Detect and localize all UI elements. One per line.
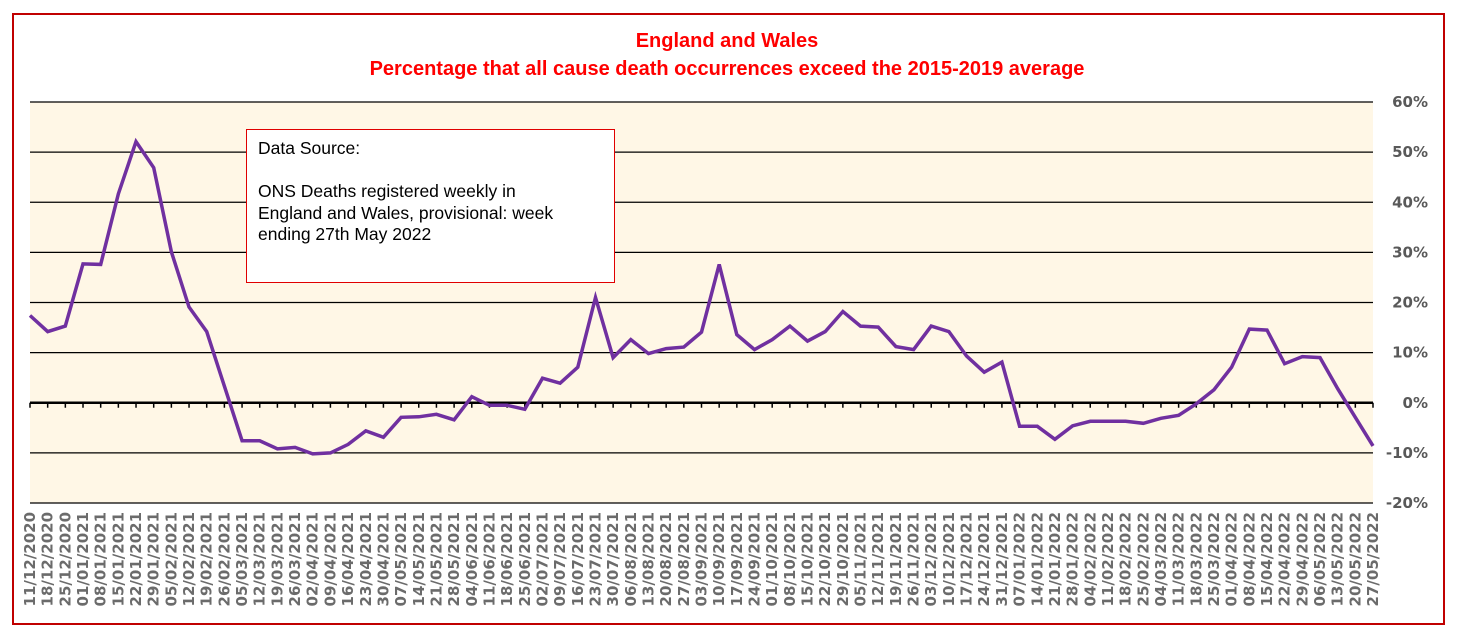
x-tick-label: 13/05/2022 bbox=[1329, 512, 1347, 606]
x-tick-label: 25/02/2022 bbox=[1134, 512, 1152, 606]
x-tick-label: 01/04/2022 bbox=[1223, 512, 1241, 606]
x-tick-label: 10/12/2021 bbox=[940, 512, 958, 606]
x-tick-label: 25/03/2022 bbox=[1205, 512, 1223, 606]
x-tick-label: 11/03/2022 bbox=[1170, 512, 1188, 606]
series-group bbox=[28, 137, 1375, 456]
x-tick-label: 13/08/2021 bbox=[639, 512, 657, 606]
y-tick-label: 10% bbox=[1392, 344, 1428, 362]
x-tick-label: 02/04/2021 bbox=[304, 512, 322, 606]
x-tick-label: 04/03/2022 bbox=[1152, 512, 1170, 606]
y-tick-label: 30% bbox=[1392, 243, 1428, 261]
x-tick-label: 04/06/2021 bbox=[463, 512, 481, 606]
x-tick-label: 07/05/2021 bbox=[392, 512, 410, 606]
x-tick-label: 15/04/2022 bbox=[1258, 512, 1276, 606]
x-tick-label: 11/12/2020 bbox=[21, 512, 39, 606]
x-tick-label: 01/10/2021 bbox=[763, 512, 781, 606]
x-tick-label: 10/09/2021 bbox=[710, 512, 728, 606]
x-tick-label: 25/06/2021 bbox=[516, 512, 534, 606]
x-tick-label: 18/06/2021 bbox=[498, 512, 516, 606]
x-tick-label: 28/05/2021 bbox=[445, 512, 463, 606]
data-source-annotation: Data Source: ONS Deaths registered weekl… bbox=[246, 129, 615, 283]
x-tick-label: 02/07/2021 bbox=[533, 512, 551, 606]
x-tick-label: 20/08/2021 bbox=[657, 512, 675, 606]
x-tick-label: 26/02/2021 bbox=[215, 512, 233, 606]
y-tick-label: -10% bbox=[1386, 444, 1428, 462]
x-tick-label: 06/05/2022 bbox=[1311, 512, 1329, 606]
x-tick-label: 08/04/2022 bbox=[1240, 512, 1258, 606]
x-tick-label: 29/01/2021 bbox=[145, 512, 163, 606]
x-tick-label: 18/03/2022 bbox=[1187, 512, 1205, 606]
x-tick-label: 27/08/2021 bbox=[675, 512, 693, 606]
x-tick-label: 11/02/2022 bbox=[1099, 512, 1117, 606]
x-tick-label: 22/01/2021 bbox=[127, 512, 145, 606]
x-tick-label: 05/02/2021 bbox=[162, 512, 180, 606]
y-tick-label: -20% bbox=[1386, 494, 1428, 512]
x-tick-label: 16/04/2021 bbox=[339, 512, 357, 606]
x-tick-label: 27/05/2022 bbox=[1364, 512, 1382, 606]
x-tick-label: 20/05/2022 bbox=[1346, 512, 1364, 606]
y-tick-label: 20% bbox=[1392, 294, 1428, 312]
annotation-line: ending 27th May 2022 bbox=[258, 224, 432, 244]
x-tick-label: 23/07/2021 bbox=[586, 512, 604, 606]
annotation-heading: Data Source: bbox=[258, 138, 361, 158]
x-tick-label: 22/04/2022 bbox=[1276, 512, 1294, 606]
x-axis-ticks bbox=[29, 402, 1374, 408]
x-tick-label: 16/07/2021 bbox=[569, 512, 587, 606]
x-tick-label: 09/07/2021 bbox=[551, 512, 569, 606]
x-tick-label: 22/10/2021 bbox=[816, 512, 834, 606]
x-tick-label: 01/01/2021 bbox=[74, 512, 92, 606]
x-tick-label: 24/09/2021 bbox=[746, 512, 764, 606]
x-tick-label: 26/11/2021 bbox=[905, 512, 923, 606]
x-tick-label: 09/04/2021 bbox=[321, 512, 339, 606]
x-tick-label: 19/03/2021 bbox=[268, 512, 286, 606]
x-tick-label: 12/11/2021 bbox=[869, 512, 887, 606]
x-tick-label: 12/03/2021 bbox=[251, 512, 269, 606]
x-tick-label: 26/03/2021 bbox=[286, 512, 304, 606]
x-tick-label: 30/07/2021 bbox=[604, 512, 622, 606]
x-tick-label: 24/12/2021 bbox=[975, 512, 993, 606]
x-tick-label: 08/01/2021 bbox=[92, 512, 110, 606]
x-tick-label: 12/02/2021 bbox=[180, 512, 198, 606]
x-tick-label: 19/11/2021 bbox=[887, 512, 905, 606]
x-tick-label: 07/01/2022 bbox=[1011, 512, 1029, 606]
x-tick-label: 06/08/2021 bbox=[622, 512, 640, 606]
x-tick-label: 29/10/2021 bbox=[834, 512, 852, 606]
x-tick-label: 30/04/2021 bbox=[374, 512, 392, 606]
annotation-line: ONS Deaths registered weekly in bbox=[258, 181, 516, 201]
y-tick-label: 40% bbox=[1392, 193, 1428, 211]
x-axis-labels: 11/12/2020 18/12/2020 25/12/2020 01/01/2021… bbox=[21, 512, 1382, 606]
x-tick-label: 14/05/2021 bbox=[410, 512, 428, 606]
x-tick-label: 18/02/2022 bbox=[1117, 512, 1135, 606]
x-tick-label: 08/10/2021 bbox=[781, 512, 799, 606]
y-tick-label: 0% bbox=[1403, 394, 1428, 412]
x-tick-label: 29/04/2022 bbox=[1293, 512, 1311, 606]
x-tick-label: 04/02/2022 bbox=[1081, 512, 1099, 606]
chart-title: England and Wales bbox=[636, 30, 819, 52]
x-tick-label: 21/05/2021 bbox=[427, 512, 445, 606]
y-tick-label: 60% bbox=[1392, 93, 1428, 111]
x-tick-label: 03/09/2021 bbox=[693, 512, 711, 606]
x-tick-label: 19/02/2021 bbox=[198, 512, 216, 606]
x-tick-label: 17/09/2021 bbox=[728, 512, 746, 606]
x-tick-label: 31/12/2021 bbox=[993, 512, 1011, 606]
x-tick-label: 28/01/2022 bbox=[1064, 512, 1082, 606]
x-tick-label: 14/01/2022 bbox=[1028, 512, 1046, 606]
x-tick-label: 21/01/2022 bbox=[1046, 512, 1064, 606]
x-tick-label: 25/12/2020 bbox=[56, 512, 74, 606]
x-tick-label: 05/03/2021 bbox=[233, 512, 251, 606]
annotation-line: England and Wales, provisional: week bbox=[258, 202, 554, 223]
chart-frame bbox=[12, 13, 1445, 625]
x-tick-label: 17/12/2021 bbox=[958, 512, 976, 606]
x-tick-label: 23/04/2021 bbox=[357, 512, 375, 606]
x-tick-label: 15/10/2021 bbox=[799, 512, 817, 606]
x-tick-label: 18/12/2020 bbox=[39, 512, 57, 606]
y-tick-label: 50% bbox=[1392, 143, 1428, 161]
chart-subtitle: Percentage that all cause death occurren… bbox=[370, 58, 1085, 80]
x-tick-label: 05/11/2021 bbox=[852, 512, 870, 606]
x-tick-label: 11/06/2021 bbox=[480, 512, 498, 606]
x-tick-label: 03/12/2021 bbox=[922, 512, 940, 606]
x-tick-label: 15/01/2021 bbox=[109, 512, 127, 606]
y-axis-labels: 60% 50% 40% 30% 20% 10% 0% -10% -20% bbox=[1386, 93, 1428, 512]
